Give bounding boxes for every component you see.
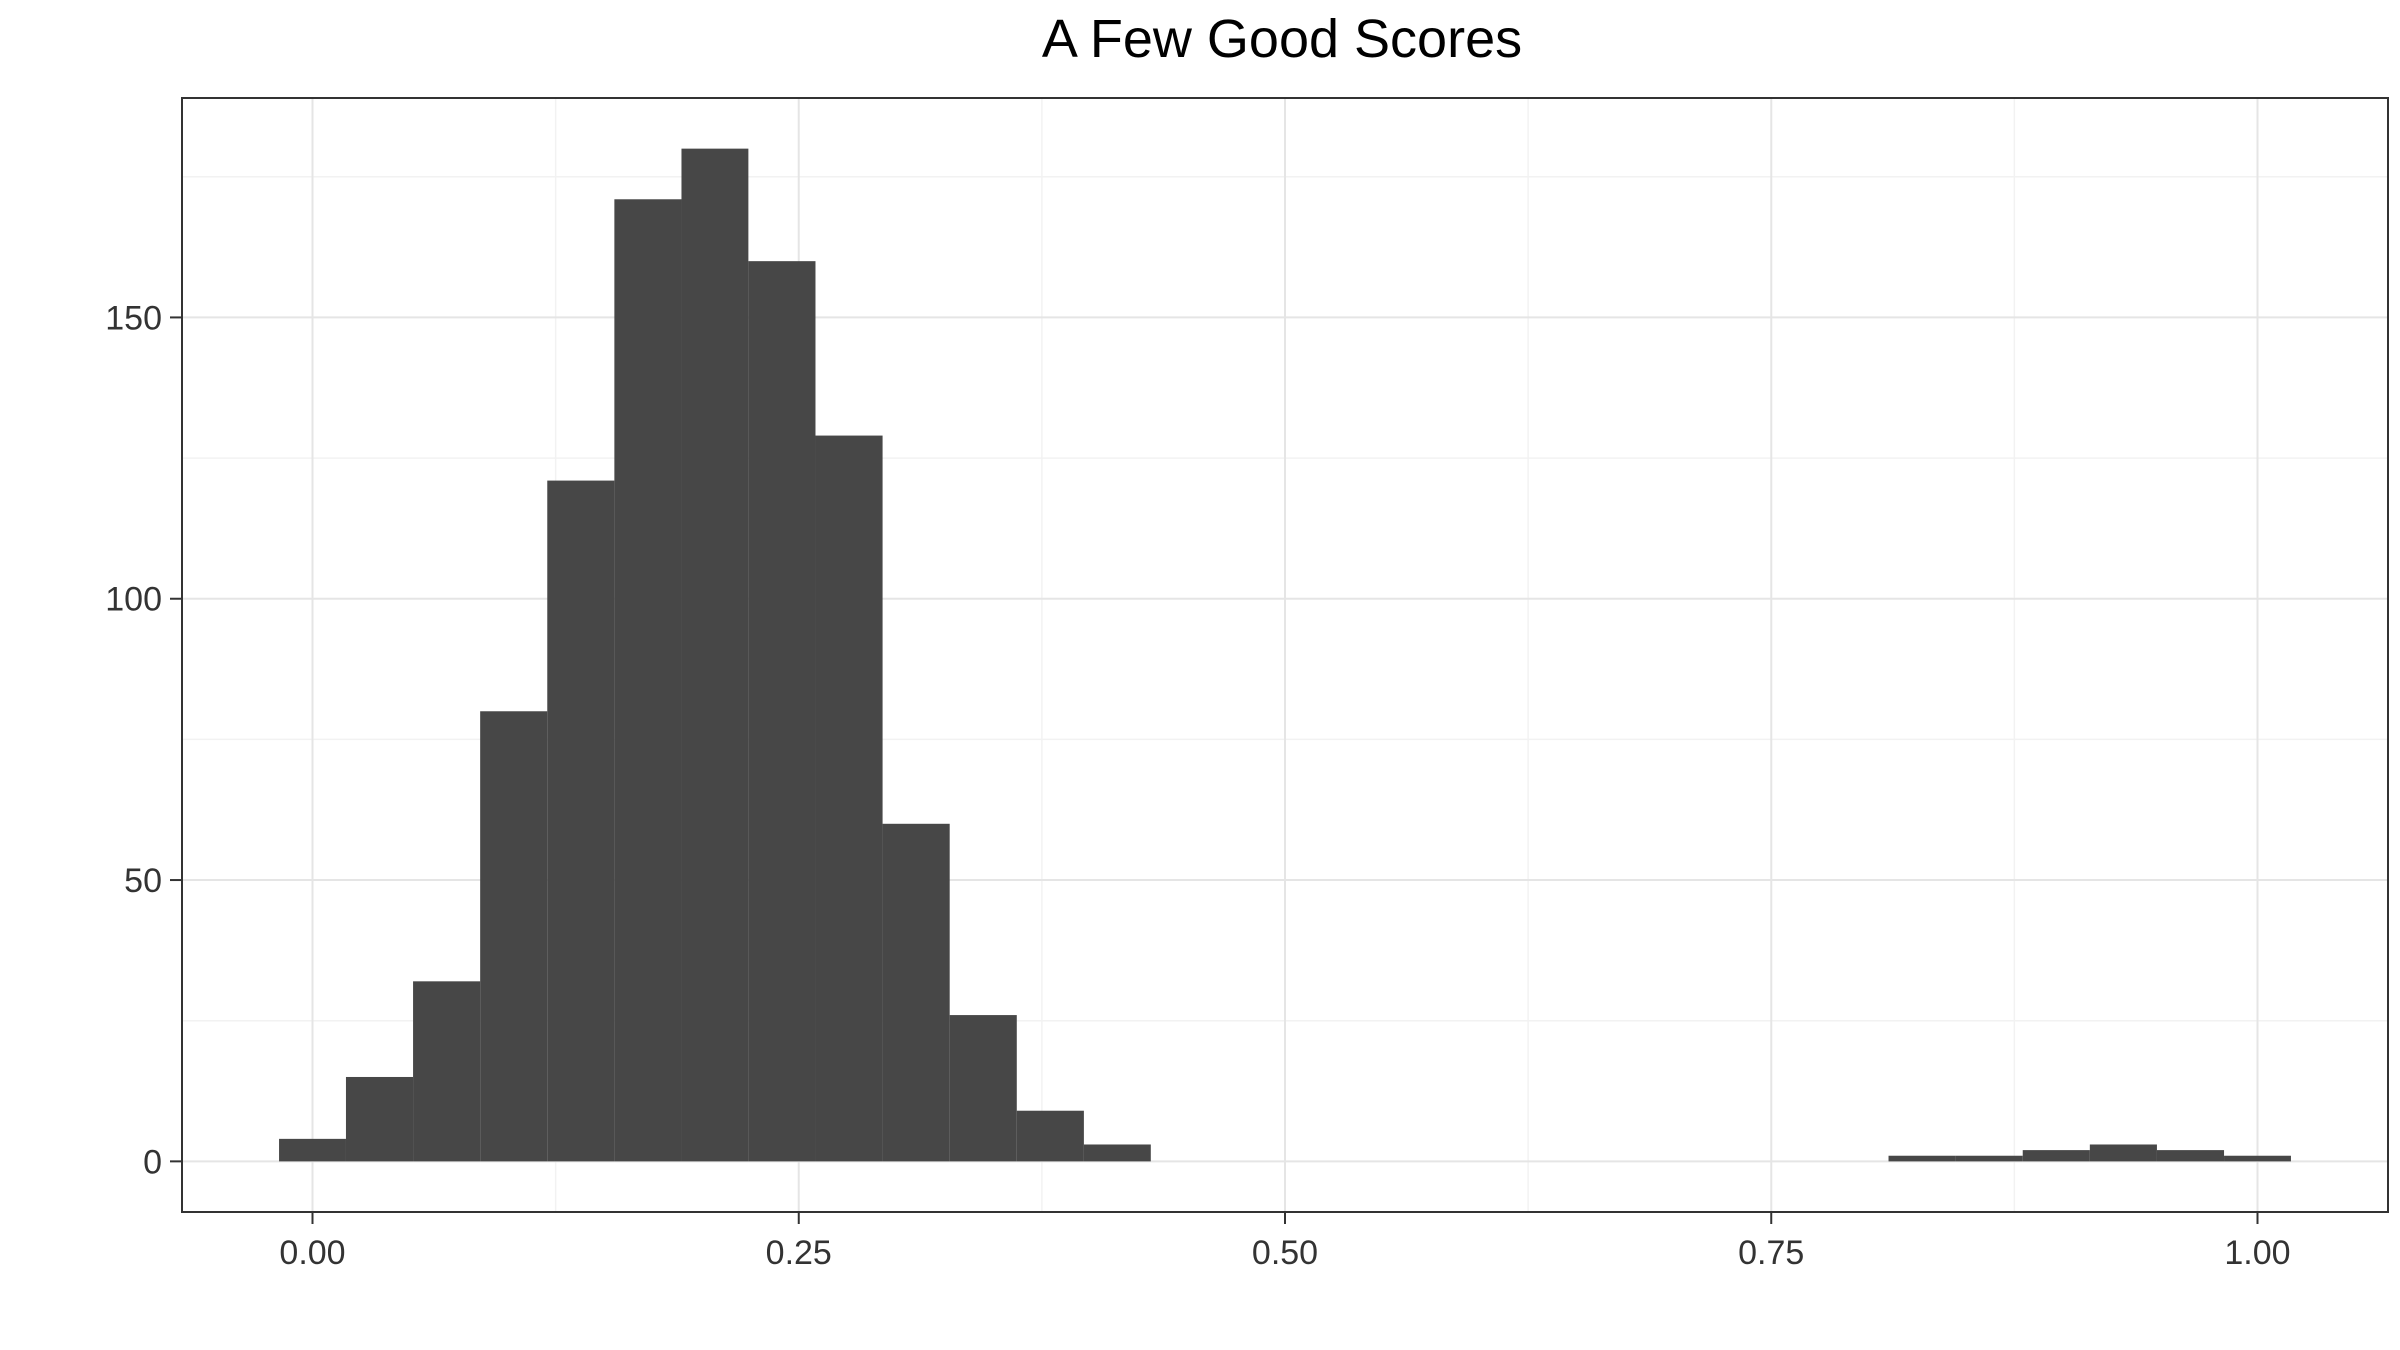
histogram-bar [547, 480, 615, 1162]
y-tick-label: 0 [143, 1143, 162, 1181]
histogram-bar [949, 1015, 1017, 1162]
histogram-bar [2224, 1155, 2291, 1162]
chart-title: A Few Good Scores [1041, 9, 1523, 69]
histogram-bar [882, 823, 950, 1162]
x-tick-label: 0.00 [279, 1234, 345, 1272]
histogram-bar [2156, 1150, 2225, 1162]
histogram-bar [815, 435, 883, 1162]
x-tick-label: 1.00 [2224, 1234, 2290, 1272]
y-tick-label: 100 [105, 581, 162, 619]
x-tick-label: 0.25 [766, 1234, 832, 1272]
axes: 0 50 100 150 0.00 0.25 0.50 0.75 1.00 [105, 299, 2290, 1272]
histogram-bar [279, 1138, 346, 1162]
histogram-bar [681, 148, 749, 1162]
y-tick-label: 150 [105, 299, 162, 337]
histogram-bar [2089, 1144, 2157, 1162]
histogram-bar [1016, 1110, 1084, 1162]
x-tick-label: 0.75 [1738, 1234, 1804, 1272]
histogram-bar [1888, 1155, 1956, 1162]
y-tick-label: 50 [124, 862, 162, 900]
histogram-bar [480, 711, 548, 1162]
histogram-bar [2022, 1150, 2090, 1162]
histogram-bar [1083, 1144, 1151, 1162]
histogram-bar [345, 1076, 414, 1162]
histogram-bars [279, 148, 2291, 1162]
histogram-bar [1955, 1155, 2023, 1162]
histogram-bar [748, 261, 816, 1162]
histogram-bar [413, 981, 481, 1162]
x-tick-label: 0.50 [1252, 1234, 1318, 1272]
histogram-bar [614, 199, 682, 1162]
